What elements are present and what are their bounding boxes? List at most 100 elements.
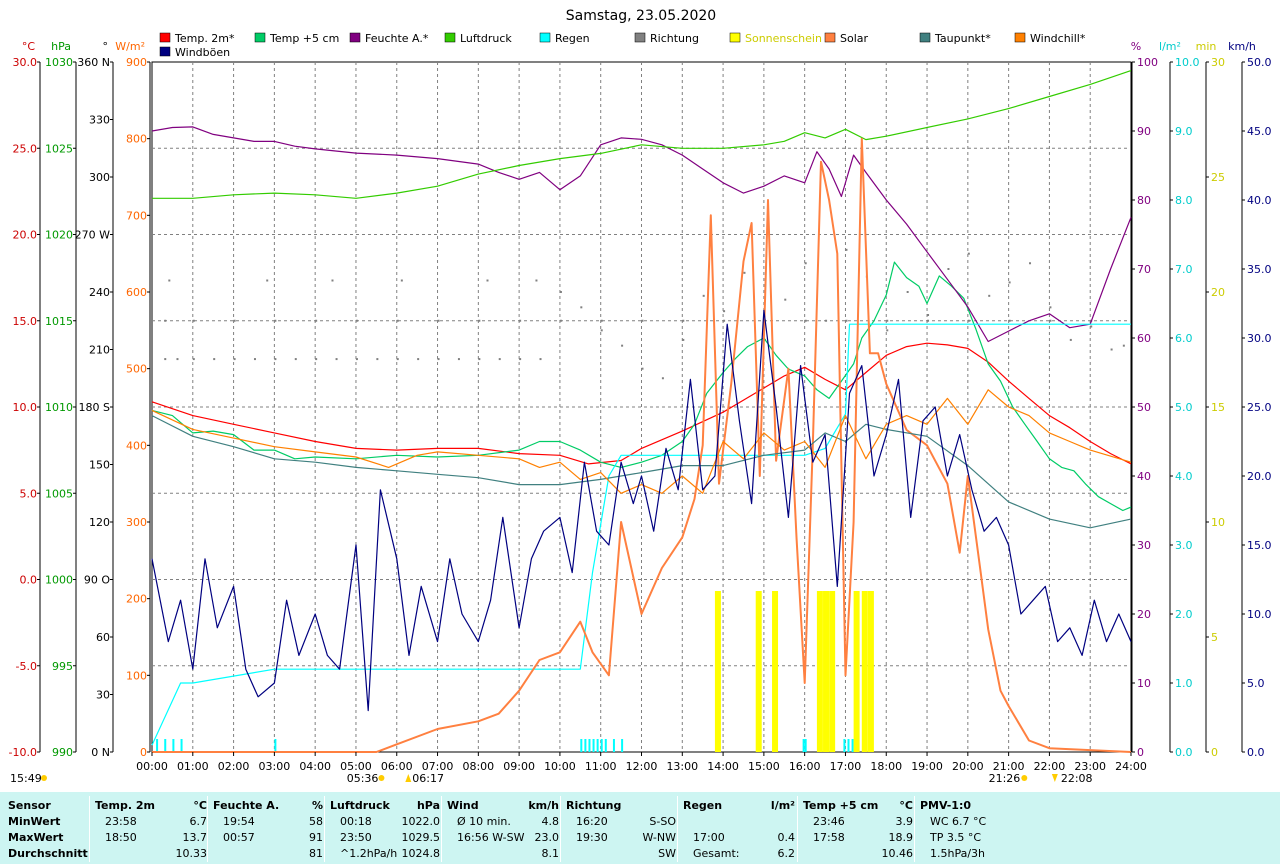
direction-point — [498, 358, 501, 361]
axis-tick-label: 30 — [1137, 539, 1151, 552]
cell-value: 4.8 — [541, 815, 560, 828]
axis-tick-label: 50.0 — [1247, 56, 1272, 69]
direction-point — [702, 294, 705, 297]
rain-mark — [580, 739, 583, 752]
axis-tick-label: 100 — [1137, 56, 1158, 69]
axis-tick-label: 1000 — [45, 574, 73, 587]
axis-tick-label: 25.0 — [1247, 401, 1272, 414]
axis-tick-label: 270 W — [75, 229, 110, 242]
column-unit: % — [311, 799, 323, 812]
direction-point — [947, 268, 950, 270]
axis-tick-label: 15.0 — [1247, 539, 1272, 552]
axis-tick-label: 1030 — [45, 56, 73, 69]
axis-tick-label: 990 — [52, 746, 73, 759]
sunshine-bar — [861, 591, 868, 752]
weather-chart: Samstag, 23.05.2020 Temp. 2m* Temp +5 cm F… — [9, 8, 1272, 785]
legend: Temp. 2m* Temp +5 cm Feuchte A.* Luftdruck R… — [159, 32, 1086, 59]
moonrise-label: 15:49 — [10, 772, 42, 785]
column-header: Wind — [447, 799, 479, 812]
direction-point — [641, 319, 644, 322]
direction-point — [315, 358, 318, 361]
direction-point — [396, 358, 399, 361]
rain-mark — [596, 739, 599, 752]
axis-tick-label: 800 — [126, 133, 147, 146]
direction-point — [176, 358, 179, 361]
legend-swatch — [539, 32, 551, 43]
axis-tick-label: 6.0 — [1175, 332, 1193, 345]
column-header: Luftdruck — [330, 799, 390, 812]
axes: °C 30.0 25.0 20.0 15.0 10.0 5.0 0.0 -5.0 -10.0 hPa… — [9, 40, 1272, 759]
direction-point — [253, 358, 256, 361]
axis-tick-label: 240 — [89, 286, 110, 299]
rain-mark — [180, 739, 183, 752]
axis-unit-label: ° — [103, 40, 109, 53]
direction-point — [988, 294, 991, 297]
axis-tick-label: 300 — [89, 171, 110, 184]
axis-tick-label: 900 — [126, 56, 147, 69]
cell-value: 91 — [309, 831, 323, 844]
x-tick-label: 21:00 — [993, 760, 1025, 773]
rain-mark — [621, 739, 624, 752]
axis-tick-label: 60 — [1137, 332, 1151, 345]
direction-point — [621, 344, 624, 347]
axis-tick-label: 200 — [126, 593, 147, 606]
axis-tick-label: 80 — [1137, 194, 1151, 207]
cell-value: 23.0 — [534, 831, 560, 844]
axis-tick-label: 10.0 — [13, 401, 38, 414]
direction-point — [967, 252, 970, 255]
axis-tick-label: 400 — [126, 439, 147, 452]
axis-tick-label: 0 — [1137, 746, 1144, 759]
direction-point — [535, 279, 538, 282]
x-tick-label: 10:00 — [544, 760, 576, 773]
legend-label: Regen — [555, 32, 590, 45]
column-header: Richtung — [566, 799, 622, 812]
column-unit: °C — [899, 799, 913, 812]
axis-tick-label: 995 — [52, 660, 73, 673]
axis-tick-label: 0 — [140, 746, 147, 759]
cell-value: 13.7 — [182, 831, 208, 844]
direction-point — [682, 319, 685, 322]
legend-label: Windchill* — [1030, 32, 1086, 45]
axis-tick-label: 10.0 — [1247, 608, 1272, 621]
cell-value: 6.2 — [777, 847, 796, 860]
direction-point — [1122, 344, 1125, 347]
direction-point — [478, 319, 481, 322]
series-line — [151, 415, 1132, 529]
cell-time: 17:00 — [693, 831, 725, 844]
rain-mark — [851, 739, 854, 752]
axis-tick-label: 45.0 — [1247, 125, 1272, 138]
direction-point — [192, 319, 195, 322]
cell-time: WC 6.7 °C — [930, 815, 987, 828]
axis-tick-label: 5 — [1211, 631, 1218, 644]
sunshine-bar — [772, 591, 779, 752]
sunshine-bar — [755, 591, 762, 752]
direction-point — [906, 291, 909, 293]
rain-mark — [604, 739, 607, 752]
axis-tick-label: 8.0 — [1175, 194, 1193, 207]
axis-tick-label: 15.0 — [13, 315, 38, 328]
direction-point — [1049, 319, 1052, 322]
sunrise-label: 05:36 — [347, 772, 379, 785]
axis-tick-label: 1.0 — [1175, 677, 1193, 690]
axis-tick-label: 50 — [1137, 401, 1151, 414]
axis-tick-label: 0.0 — [20, 574, 38, 587]
x-tick-label: 04:00 — [299, 760, 331, 773]
direction-point — [315, 319, 318, 322]
direction-point — [1049, 306, 1052, 309]
legend-swatch — [444, 32, 456, 43]
column-header: Feuchte A. — [213, 799, 280, 812]
cell-time: 16:56 W-SW — [457, 831, 525, 844]
axis-tick-label: 1010 — [45, 401, 73, 414]
x-tick-label: 14:00 — [707, 760, 739, 773]
series-line — [152, 137, 1132, 753]
column-header: PMV-1:0 — [920, 799, 971, 812]
x-tick-label: 05:00 — [340, 760, 372, 773]
axis-tick-label: 1015 — [45, 315, 73, 328]
legend-label: Windböen — [175, 46, 230, 59]
column-header: Sensor — [8, 799, 51, 812]
series-line — [151, 309, 1132, 712]
civil-dusk-label: 22:08 — [1061, 772, 1093, 785]
axis-tick-label: 1005 — [45, 487, 73, 500]
cell-value: SW — [658, 847, 676, 860]
axis-tick-label: 10 — [1211, 516, 1225, 529]
